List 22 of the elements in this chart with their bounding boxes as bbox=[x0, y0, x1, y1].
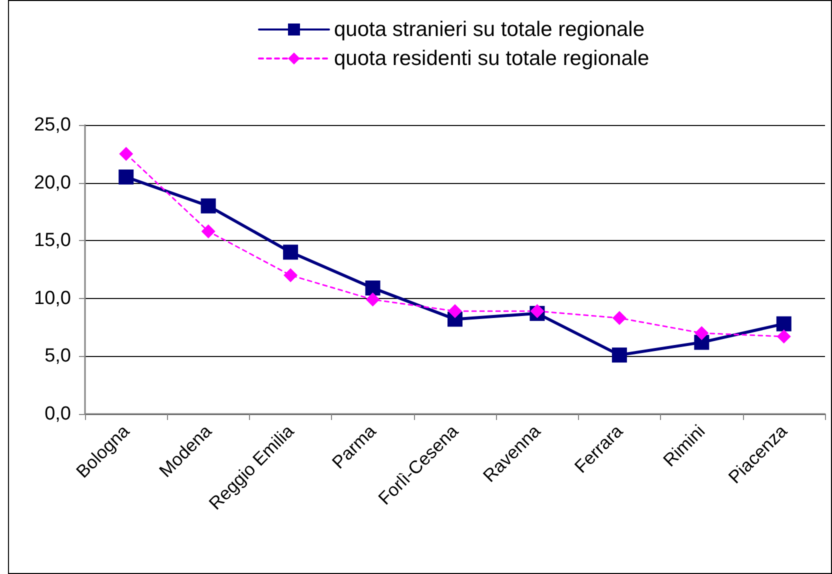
y-tick-label: 0,0 bbox=[44, 404, 71, 424]
point bbox=[283, 244, 298, 260]
point bbox=[694, 326, 709, 340]
point bbox=[201, 224, 216, 238]
point bbox=[776, 330, 791, 344]
point bbox=[200, 198, 216, 214]
point bbox=[118, 170, 134, 185]
point bbox=[612, 348, 627, 363]
point bbox=[448, 304, 462, 318]
y-tick-label: 5,0 bbox=[44, 346, 71, 367]
point bbox=[119, 146, 134, 161]
point bbox=[776, 316, 792, 332]
legend-label: quota stranieri su totale regionale bbox=[334, 18, 645, 41]
legend-label: quota residenti su totale regionale bbox=[334, 47, 650, 70]
point bbox=[366, 292, 380, 307]
y-tick-label: 10,0 bbox=[34, 288, 71, 309]
y-tick-label: 20,0 bbox=[34, 172, 71, 194]
point bbox=[365, 280, 380, 296]
y-tick-label: 25,0 bbox=[34, 114, 71, 136]
y-tick-label: 15,0 bbox=[34, 230, 71, 252]
point bbox=[612, 311, 626, 326]
point bbox=[284, 268, 298, 282]
